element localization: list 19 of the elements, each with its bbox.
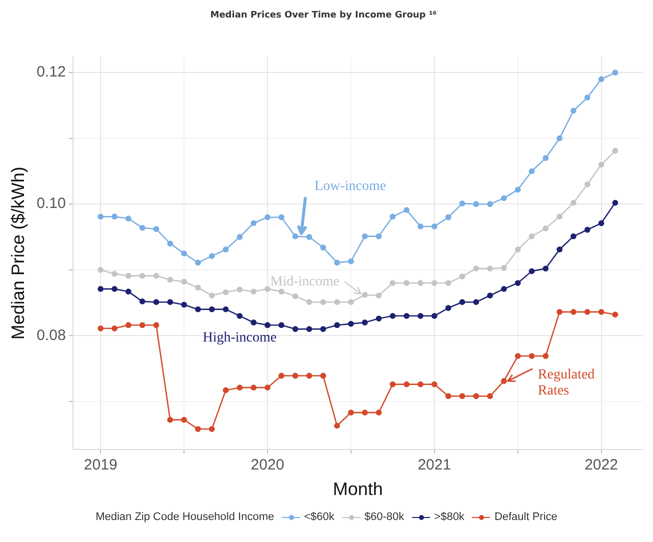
y-tick-label: 0.10 — [36, 195, 66, 212]
x-tick-label: 2019 — [84, 456, 118, 474]
chart-title: Median Prices Over Time by Income Group ¹⁶ — [210, 10, 437, 21]
annotation: Mid-income — [270, 274, 340, 290]
annotation: High-income — [202, 330, 277, 346]
x-tick-label: 2020 — [250, 456, 284, 474]
annotation: Low-income — [314, 179, 386, 194]
annotation: Regulated Rates — [538, 368, 595, 399]
y-tick-label: 0.12 — [36, 64, 66, 81]
x-tick-label: 2021 — [418, 456, 452, 474]
x-axis-title: Month — [332, 479, 383, 500]
x-tick-label: 2022 — [584, 456, 618, 474]
y-axis-title: Median Price ($/kWh) — [8, 166, 28, 340]
legend-label: $60-80k — [364, 511, 404, 523]
y-tick-label: 0.08 — [36, 326, 66, 344]
legend-label: Default Price — [494, 511, 558, 523]
legend-label: <$60k — [304, 511, 334, 523]
legend-title: Median Zip Code Household Income — [96, 511, 274, 523]
legend-label: >$80k — [434, 511, 464, 523]
